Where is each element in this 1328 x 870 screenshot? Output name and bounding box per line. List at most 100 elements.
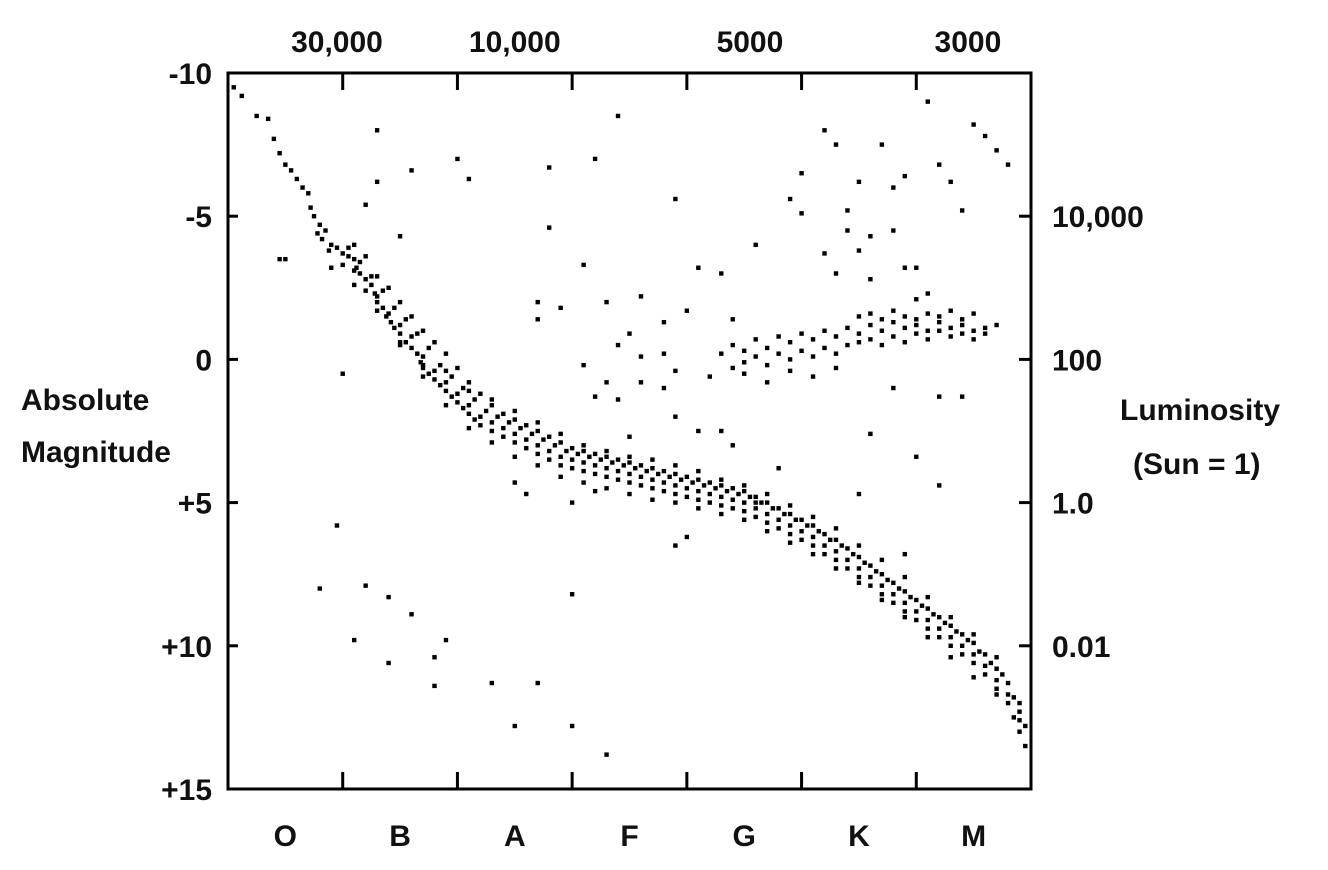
star-point <box>753 506 758 511</box>
star-point <box>799 331 804 336</box>
star-point <box>959 632 965 637</box>
star-point <box>833 566 839 571</box>
plot-frame <box>226 71 1033 791</box>
star-point <box>334 523 340 528</box>
star-point <box>638 474 644 480</box>
star-point <box>724 488 730 494</box>
star-point <box>868 322 873 328</box>
star-point <box>661 468 667 474</box>
star-point <box>891 385 896 391</box>
star-point <box>822 251 827 256</box>
star-point <box>372 291 378 296</box>
star-point <box>644 468 649 474</box>
star-point <box>822 551 827 557</box>
star-point <box>547 457 552 462</box>
star-point <box>845 342 850 348</box>
star-point <box>833 271 839 276</box>
star-point <box>592 156 598 162</box>
star-point <box>742 483 747 488</box>
right-tick-label: 0.01 <box>1052 631 1110 664</box>
star-point <box>845 546 850 551</box>
star-point <box>673 368 678 374</box>
star-point <box>604 380 609 385</box>
star-point <box>673 471 678 477</box>
star-point <box>397 299 403 305</box>
star-point <box>363 583 368 588</box>
star-point <box>764 491 770 497</box>
star-point <box>489 403 495 408</box>
star-point <box>610 460 615 465</box>
star-point <box>547 448 552 454</box>
star-point <box>472 397 477 402</box>
star-point <box>891 580 896 585</box>
star-point <box>351 282 357 288</box>
star-point <box>673 491 678 497</box>
star-point <box>311 214 317 219</box>
star-point <box>982 652 988 657</box>
bottom-tick-label: K <box>848 820 870 853</box>
star-point <box>363 202 368 207</box>
star-point <box>787 523 793 528</box>
star-point <box>902 551 908 557</box>
star-point <box>673 500 678 505</box>
star-point <box>833 549 839 554</box>
star-point <box>306 191 311 196</box>
star-point <box>564 448 569 454</box>
star-point <box>822 328 827 333</box>
star-point <box>317 586 322 591</box>
star-point <box>357 259 363 265</box>
star-point <box>638 463 644 468</box>
star-point <box>351 242 357 248</box>
star-point <box>478 423 483 428</box>
star-point <box>948 325 953 331</box>
left-axis-labels: -10 -5 0 +5 +10 +15 <box>161 58 212 807</box>
star-point <box>466 411 472 417</box>
star-point <box>948 614 953 620</box>
star-point <box>329 265 334 270</box>
star-point <box>719 494 724 500</box>
star-point <box>833 142 839 147</box>
star-point <box>604 448 609 454</box>
star-point <box>730 365 735 371</box>
left-axis-title-line-1: Absolute <box>21 384 149 417</box>
star-point <box>873 569 879 574</box>
star-point <box>776 351 781 356</box>
star-point <box>856 331 862 336</box>
left-tick-label: -5 <box>185 201 212 234</box>
star-point <box>524 491 529 497</box>
star-point <box>512 723 517 729</box>
star-point <box>902 265 908 270</box>
star-point <box>719 477 724 482</box>
star-point <box>793 517 799 522</box>
star-point <box>937 328 942 333</box>
star-point <box>374 308 380 313</box>
star-point <box>432 340 437 345</box>
star-point <box>994 666 999 671</box>
star-point <box>931 612 936 617</box>
star-point <box>558 440 563 445</box>
star-point <box>719 351 724 356</box>
star-point <box>650 457 655 462</box>
star-point <box>787 531 793 537</box>
star-point <box>948 635 953 640</box>
star-point <box>902 574 908 580</box>
star-point <box>455 391 460 396</box>
star-point <box>868 337 873 342</box>
star-point <box>535 299 540 305</box>
star-point <box>787 540 793 545</box>
star-point <box>684 486 690 491</box>
star-point <box>547 225 552 230</box>
star-point <box>891 334 896 339</box>
star-point <box>833 537 839 543</box>
star-point <box>868 277 873 282</box>
star-point <box>902 314 908 319</box>
star-point <box>392 325 397 331</box>
star-point <box>369 274 374 279</box>
star-point <box>535 428 540 434</box>
star-point <box>638 483 644 488</box>
star-point <box>868 583 873 588</box>
star-point <box>409 612 414 617</box>
star-point <box>678 477 684 482</box>
star-point <box>937 314 942 319</box>
star-point <box>833 526 839 531</box>
